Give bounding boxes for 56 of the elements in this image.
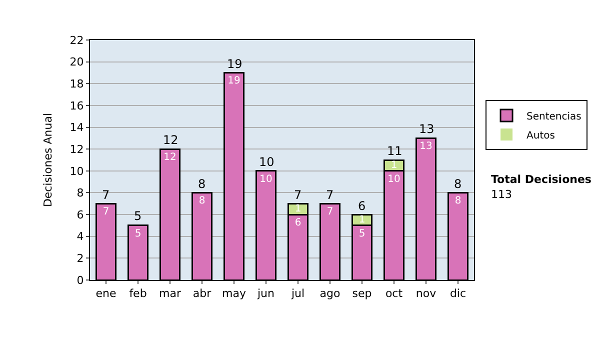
y-tick-label: 6 bbox=[76, 208, 84, 222]
y-axis-title: Decisiones Anual bbox=[41, 112, 54, 208]
data-label: 5 bbox=[358, 228, 366, 240]
total-label: 7 bbox=[102, 188, 110, 202]
total-label: 8 bbox=[454, 177, 462, 191]
total-label: 7 bbox=[326, 188, 334, 202]
x-tick-label: abr bbox=[192, 287, 212, 300]
y-tick-label: 22 bbox=[70, 34, 84, 47]
y-tick-label: 10 bbox=[70, 164, 84, 178]
y-tick-label: 14 bbox=[70, 121, 84, 134]
total-label: 19 bbox=[227, 57, 242, 71]
total-label: 5 bbox=[134, 209, 142, 223]
data-label: 7 bbox=[102, 206, 110, 218]
data-label: 7 bbox=[326, 206, 334, 218]
total-label: 13 bbox=[419, 122, 434, 136]
data-label: 12 bbox=[164, 152, 176, 164]
y-tick-label: 2 bbox=[76, 252, 84, 266]
total-label: 6 bbox=[358, 199, 366, 213]
data-label: 19 bbox=[228, 76, 240, 87]
x-tick-label: ene bbox=[96, 287, 116, 300]
y-tick-label: 4 bbox=[76, 230, 84, 244]
legend-label: Sentencias bbox=[526, 111, 582, 122]
data-label: 5 bbox=[134, 228, 142, 240]
data-label: 1 bbox=[390, 160, 398, 171]
y-tick-label: 18 bbox=[70, 77, 84, 90]
x-tick-label: jun bbox=[256, 287, 275, 300]
y-tick-label: 8 bbox=[76, 186, 84, 200]
y-tick-label: 20 bbox=[70, 56, 84, 69]
y-tick-label: 12 bbox=[70, 142, 84, 156]
y-tick-label: 16 bbox=[70, 99, 84, 112]
total-label: 12 bbox=[163, 133, 178, 147]
text: Total Decisiones bbox=[491, 173, 592, 186]
x-tick-label: mar bbox=[159, 287, 182, 300]
x-tick-label: dic bbox=[450, 287, 466, 300]
x-tick-label: may bbox=[222, 287, 246, 300]
data-label: 1 bbox=[358, 214, 366, 226]
data-label: 8 bbox=[198, 196, 206, 207]
data-label: 1 bbox=[294, 204, 302, 215]
data-label: 8 bbox=[454, 196, 462, 207]
y-tick-label: 0 bbox=[76, 274, 84, 287]
x-tick-label: ago bbox=[320, 287, 340, 300]
total-label: 8 bbox=[198, 177, 206, 191]
x-tick-label: sep bbox=[352, 287, 372, 300]
data-label: 13 bbox=[420, 141, 432, 152]
x-tick-label: jul bbox=[290, 287, 305, 300]
total-label: 11 bbox=[387, 144, 402, 158]
x-tick-label: nov bbox=[416, 287, 437, 300]
text: 113 bbox=[491, 188, 512, 201]
total-label: 7 bbox=[294, 188, 302, 202]
x-tick-label: oct bbox=[385, 287, 404, 300]
legend-label: Autos bbox=[526, 130, 555, 142]
data-label: 6 bbox=[294, 218, 302, 229]
x-tick-label: feb bbox=[129, 287, 147, 300]
data-label: 10 bbox=[388, 174, 400, 185]
total-label: 10 bbox=[259, 155, 274, 169]
data-label: 10 bbox=[260, 174, 272, 185]
